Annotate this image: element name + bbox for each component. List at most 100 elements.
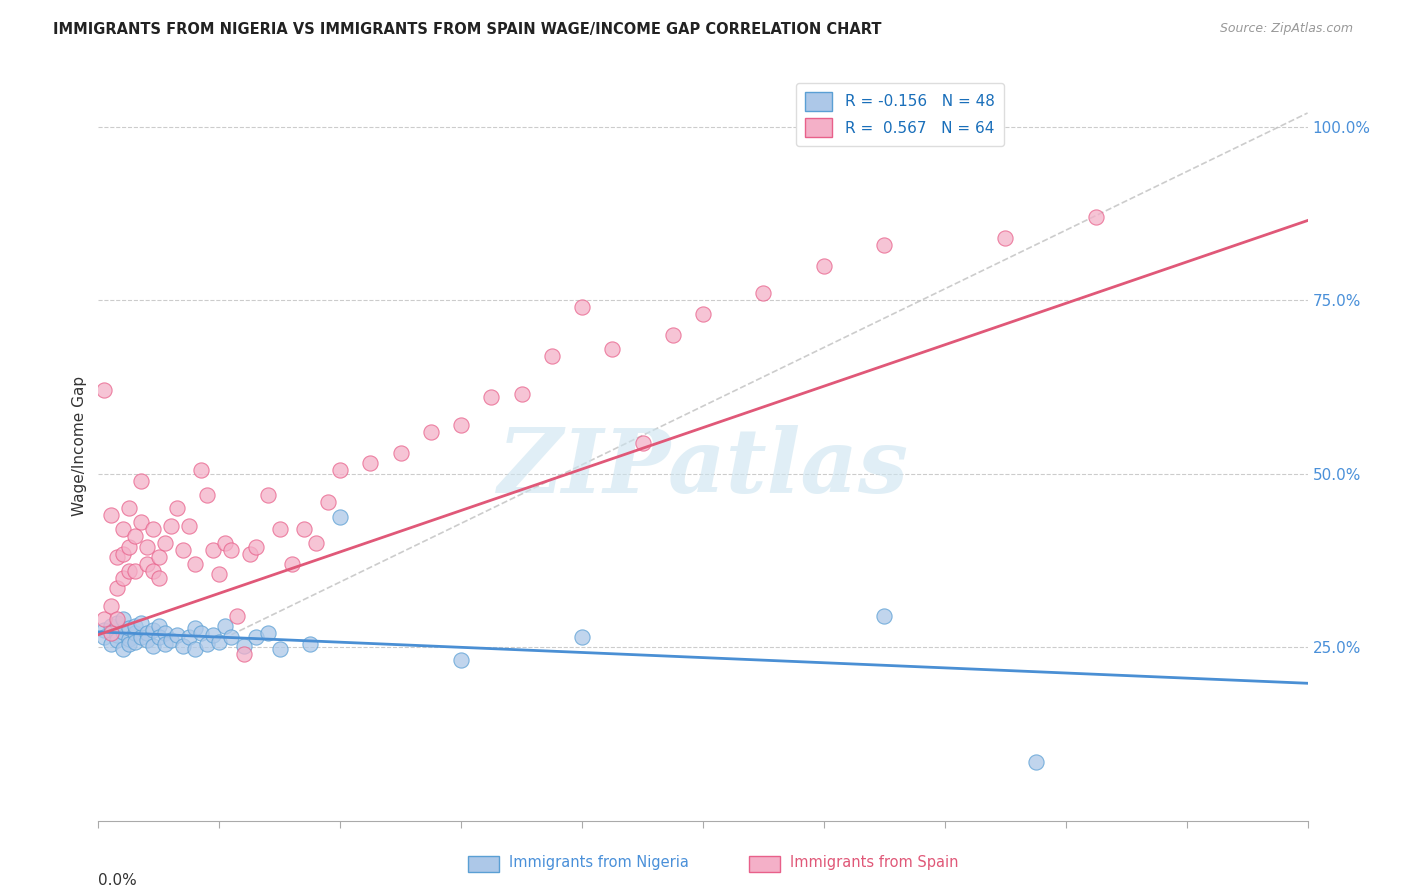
Point (129, 615, 152, 630)
Point (226, 609, 249, 624)
Point (540, 349, 562, 363)
Point (752, 286, 775, 301)
Point (111, 547, 134, 561)
Point (135, 626, 157, 640)
Point (316, 494, 339, 508)
Point (692, 307, 714, 321)
Point (232, 647, 254, 661)
Point (190, 626, 212, 640)
Point (994, 231, 1017, 245)
Point (100, 626, 122, 640)
Point (129, 474, 152, 488)
Point (142, 564, 165, 578)
Point (135, 557, 157, 571)
Point (111, 522, 134, 536)
Point (813, 259, 835, 273)
Point (118, 564, 141, 578)
Point (602, 342, 624, 356)
Point (214, 536, 236, 550)
Point (100, 619, 122, 633)
Point (160, 633, 183, 648)
Point (661, 328, 683, 343)
Point (269, 522, 291, 536)
Point (481, 391, 503, 405)
Point (105, 615, 128, 630)
Point (184, 621, 207, 635)
Point (124, 529, 146, 543)
Point (105, 612, 128, 626)
Point (124, 564, 146, 578)
Text: IMMIGRANTS FROM NIGERIA VS IMMIGRANTS FROM SPAIN WAGE/INCOME GAP CORRELATION CHA: IMMIGRANTS FROM NIGERIA VS IMMIGRANTS FR… (53, 22, 882, 37)
Point (93, 612, 115, 626)
Point (166, 501, 188, 516)
Point (221, 543, 243, 558)
Point (148, 630, 170, 644)
Point (450, 653, 472, 667)
Text: ZIPatlas: ZIPatlas (498, 425, 908, 512)
Point (118, 621, 141, 635)
Point (208, 634, 231, 648)
Legend: R = -0.156   N = 48, R =  0.567   N = 64: R = -0.156 N = 48, R = 0.567 N = 64 (796, 83, 1004, 146)
Point (118, 632, 141, 646)
Point (208, 567, 231, 582)
Point (100, 508, 122, 523)
Point (111, 571, 134, 585)
Point (105, 549, 128, 564)
Point (292, 522, 315, 536)
Point (420, 425, 443, 439)
Point (1024, 755, 1046, 769)
Point (172, 639, 194, 653)
Point (221, 630, 243, 644)
Point (135, 540, 157, 554)
Point (160, 518, 183, 533)
Point (148, 549, 170, 564)
Point (111, 612, 134, 626)
Point (100, 637, 122, 651)
Point (245, 630, 267, 644)
Point (105, 581, 128, 595)
Text: Source: ZipAtlas.com: Source: ZipAtlas.com (1219, 22, 1353, 36)
Point (105, 633, 128, 648)
Point (93, 630, 115, 644)
Point (105, 628, 128, 642)
Point (111, 624, 134, 639)
Point (450, 418, 472, 433)
Point (135, 633, 157, 648)
Point (873, 609, 896, 624)
Point (571, 300, 593, 314)
Y-axis label: Wage/Income Gap: Wage/Income Gap (72, 376, 87, 516)
Point (195, 487, 218, 501)
Point (510, 387, 533, 401)
Point (329, 509, 352, 524)
Point (873, 237, 896, 252)
Point (148, 571, 170, 585)
Point (124, 634, 146, 648)
Point (129, 516, 152, 530)
Point (1085, 210, 1108, 224)
Point (571, 630, 593, 644)
Point (239, 547, 262, 561)
Point (360, 456, 382, 470)
Point (269, 641, 291, 656)
Point (142, 639, 165, 653)
Point (195, 637, 218, 651)
Point (93, 384, 115, 398)
Point (305, 536, 328, 550)
Point (184, 557, 207, 571)
Point (281, 557, 304, 571)
Text: Immigrants from Nigeria: Immigrants from Nigeria (509, 855, 689, 870)
Point (93, 623, 115, 637)
Point (389, 446, 412, 460)
Point (111, 641, 134, 656)
Point (232, 639, 254, 653)
Point (179, 518, 201, 533)
Point (100, 599, 122, 613)
Text: 0.0%: 0.0% (98, 873, 138, 888)
Point (172, 543, 194, 558)
Point (245, 540, 267, 554)
Point (299, 637, 322, 651)
Point (153, 536, 176, 550)
Point (184, 641, 207, 656)
Text: Immigrants from Spain: Immigrants from Spain (790, 855, 959, 870)
Point (179, 630, 201, 644)
